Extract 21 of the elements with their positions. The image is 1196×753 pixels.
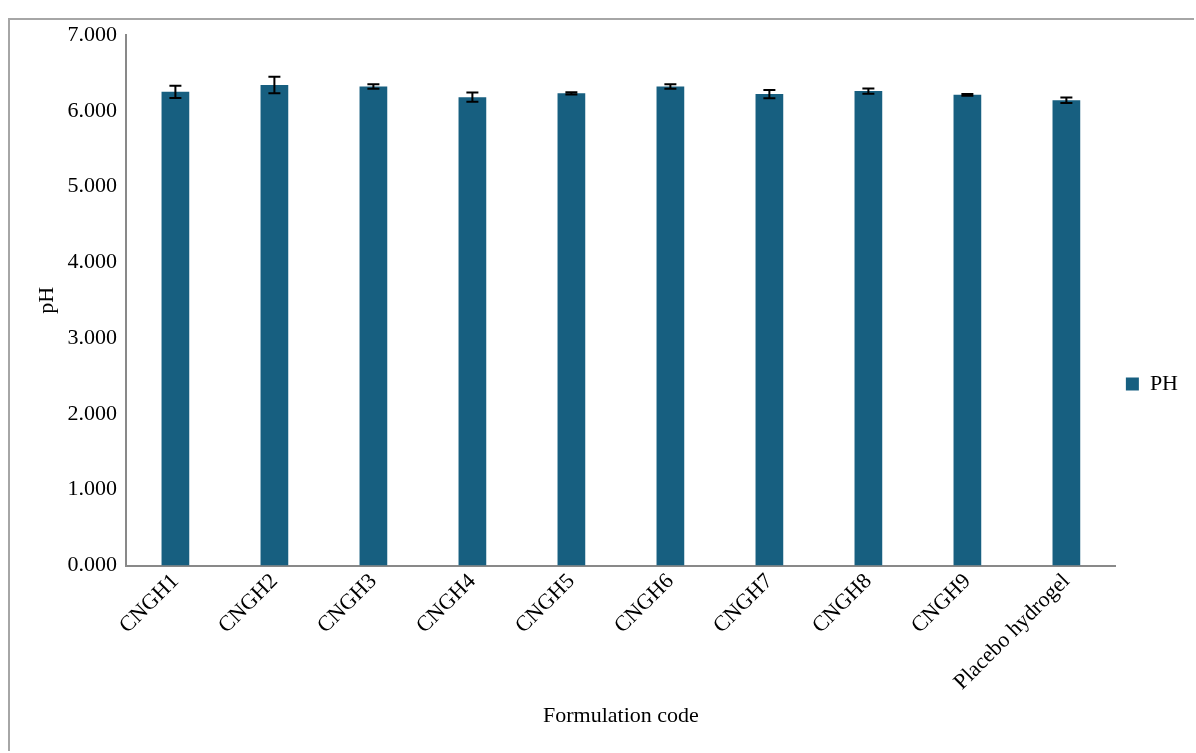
y-tick-label: 2.000 [67, 399, 117, 425]
y-tick-label: 5.000 [67, 172, 117, 198]
bar [755, 94, 784, 566]
bar [557, 93, 586, 566]
y-tick-label: 4.000 [67, 248, 117, 274]
bar [161, 91, 190, 566]
bar [1052, 100, 1081, 566]
bar [359, 86, 388, 566]
y-tick-label: 0.000 [67, 551, 117, 577]
y-tick-label: 6.000 [67, 96, 117, 122]
x-axis-title: Formulation code [542, 701, 699, 727]
y-tick-label: 7.000 [67, 20, 117, 46]
bar [458, 97, 487, 566]
bar [656, 86, 685, 566]
bar [953, 94, 982, 566]
y-tick-label: 1.000 [67, 475, 117, 501]
y-tick-label: 3.000 [67, 323, 117, 349]
legend-label: PH [1149, 369, 1179, 395]
y-axis-title: pH [32, 286, 58, 314]
bar [260, 85, 289, 566]
bar [854, 91, 883, 566]
